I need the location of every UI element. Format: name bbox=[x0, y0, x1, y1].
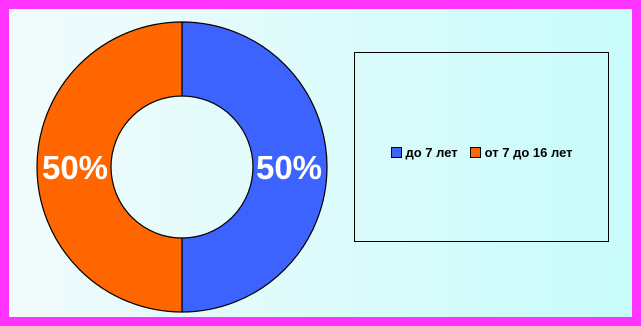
legend-row: до 7 лет от 7 до 16 лет bbox=[355, 145, 608, 160]
legend-label-0: до 7 лет bbox=[405, 145, 458, 160]
data-label-0: 50% bbox=[256, 149, 322, 186]
slice-1 bbox=[36, 21, 183, 313]
legend-item-0: до 7 лет bbox=[390, 145, 458, 160]
legend-swatch-1 bbox=[469, 147, 481, 158]
legend-label-1: от 7 до 16 лет bbox=[484, 145, 573, 160]
data-label-1: 50% bbox=[42, 149, 108, 186]
legend-item-1: от 7 до 16 лет bbox=[469, 145, 573, 160]
legend-swatch-0 bbox=[390, 147, 402, 158]
slice-0 bbox=[181, 21, 328, 313]
legend: до 7 лет от 7 до 16 лет bbox=[354, 52, 609, 242]
